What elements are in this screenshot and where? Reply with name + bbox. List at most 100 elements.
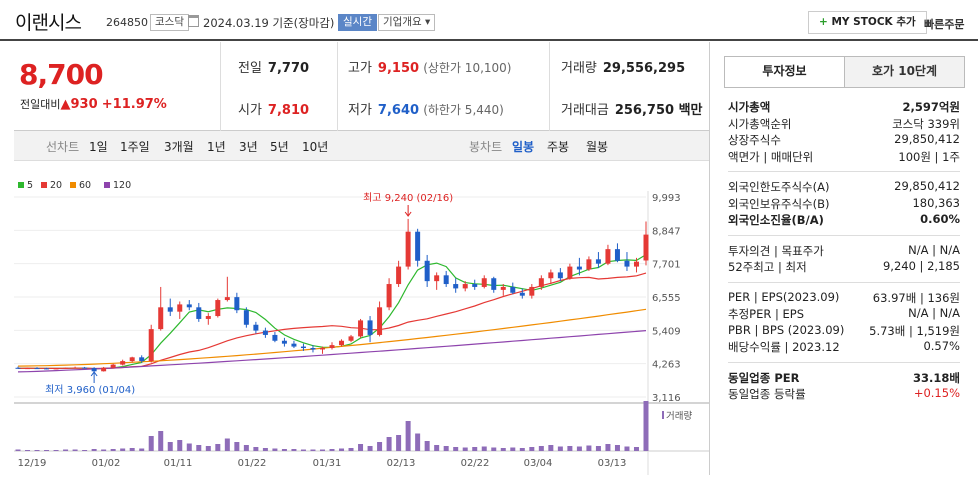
volume-bar: [605, 444, 611, 451]
candle-body: [405, 231, 411, 267]
y-tick-label: 3,116: [652, 393, 681, 404]
info-row: 외국인소진율(B/A) 0.60%: [728, 212, 960, 227]
volume-bar: [196, 445, 202, 451]
tab-daily[interactable]: 일봉: [512, 140, 535, 154]
volume-bar: [44, 450, 50, 451]
legend-label: 120: [113, 180, 131, 191]
x-tick-label: 01/02: [92, 458, 121, 469]
volume-bar: [519, 448, 525, 451]
volume-bar: [500, 448, 506, 451]
tab-10y[interactable]: 10년: [302, 140, 329, 154]
info-row: 시가총액 2,597억원: [728, 100, 960, 114]
trade-amount: 거래대금 256,750 백만: [561, 103, 703, 118]
candle-body: [453, 284, 459, 289]
tab-weekly[interactable]: 주봉: [547, 140, 570, 154]
candle-body: [300, 346, 306, 349]
volume-bar: [243, 445, 249, 451]
volume-bar: [434, 445, 440, 451]
current-price: 8,700: [19, 58, 104, 91]
legend-label: 20: [50, 180, 62, 191]
candle-body: [614, 249, 620, 261]
volume-bar: [405, 421, 411, 451]
tab-1d[interactable]: 1일: [89, 140, 108, 154]
tab-3m[interactable]: 3개월: [164, 140, 194, 154]
company-info-dropdown[interactable]: 기업개요 ▾: [378, 14, 436, 31]
volume-bar: [472, 447, 478, 451]
info-row: 투자의견 | 목표주가 N/A | N/A: [728, 242, 960, 258]
info-tabs: 투자정보 호가 10단계: [724, 56, 965, 88]
volume-bar: [329, 449, 335, 451]
info-row: 외국인한도주식수(A) 29,850,412: [728, 179, 960, 194]
stock-chart[interactable]: 5 20 60 120 9,993 8,847 7,701 6,555 5,409 4,263 3…: [14, 161, 709, 475]
quick-order-link[interactable]: 빠른주문: [924, 18, 965, 31]
candle-body: [538, 278, 544, 287]
mystock-add-button[interactable]: + MY STOCK 추가: [808, 11, 927, 34]
volume-bar: [177, 440, 183, 451]
volume-bar: [529, 447, 535, 451]
realtime-button[interactable]: 실시간: [338, 14, 377, 31]
volume-bar: [53, 450, 59, 451]
y-tick-label: 7,701: [652, 260, 681, 271]
volume-bar: [224, 438, 230, 451]
legend-swatch: [18, 182, 24, 188]
candle-body: [567, 266, 573, 279]
candle-body: [15, 367, 21, 369]
info-row: 시가총액순위 코스닥 339위: [728, 116, 960, 131]
volume-bar: [167, 442, 173, 451]
tab-monthly[interactable]: 월봉: [586, 140, 609, 154]
volume-bar: [63, 449, 69, 451]
calendar-icon: [188, 15, 199, 27]
candle-body: [44, 368, 50, 370]
volume-bar: [110, 449, 116, 451]
volume-bar: [567, 446, 573, 451]
volume-bar: [614, 445, 620, 451]
x-tick-label: 01/22: [238, 458, 267, 469]
legend-label: 5: [27, 180, 33, 191]
volume-bar: [415, 433, 421, 451]
tab-1y[interactable]: 1년: [207, 140, 226, 154]
line-chart-label: 선차트: [46, 140, 80, 154]
low-annotation: 최저 3,960 (01/04): [45, 384, 135, 396]
tab-1w[interactable]: 1주일: [120, 140, 150, 154]
volume-bar: [25, 450, 31, 451]
info-rows: 시가총액 2,597억원 시가총액순위 코스닥 339위 상장주식수 29,850,412…: [728, 98, 960, 402]
info-row: 동일업종 PER 33.18배: [728, 370, 960, 385]
volume-bar: [234, 442, 240, 451]
candle-body: [139, 357, 145, 362]
info-row: PBR | BPS (2023.09) 5.73배 | 1,519원: [728, 322, 960, 338]
volume-bar: [538, 446, 544, 451]
ma5-line: [17, 254, 647, 370]
volume-bar: [148, 436, 154, 451]
info-row: 배당수익률 | 2023.12 0.57%: [728, 339, 960, 354]
candle-body: [605, 249, 611, 264]
tab-5y[interactable]: 5년: [270, 140, 289, 154]
volume-bar: [576, 446, 582, 451]
volume-bar: [548, 445, 554, 451]
legend-swatch: [104, 182, 110, 188]
volume-bar: [643, 401, 649, 451]
candle-body: [339, 340, 345, 346]
tab-investment-info[interactable]: 투자정보: [725, 57, 845, 87]
volume-bar: [367, 446, 373, 451]
candle-body: [415, 231, 421, 261]
tab-3y[interactable]: 3년: [239, 140, 258, 154]
chevron-down-icon: ▾: [424, 16, 431, 28]
volume-label: 거래량: [666, 410, 692, 422]
stock-code: 264850: [106, 16, 148, 29]
candle-body: [110, 364, 116, 368]
candle-body: [120, 361, 126, 365]
volume-bar: [319, 449, 325, 451]
info-row: 동일업종 등락률 +0.15%: [728, 386, 960, 401]
info-row: 52주최고 | 최저 9,240 | 2,185: [728, 259, 960, 274]
y-tick-label: 8,847: [652, 226, 681, 237]
tab-orderbook[interactable]: 호가 10단계: [845, 57, 964, 87]
volume-bar: [82, 450, 88, 451]
y-tick-label: 5,409: [652, 326, 681, 337]
x-tick-label: 03/04: [524, 458, 553, 469]
legend-label: 60: [79, 180, 91, 191]
candle-body: [491, 278, 497, 290]
candle-body: [367, 320, 373, 335]
candle-body: [72, 367, 78, 369]
volume-bar: [300, 449, 306, 451]
volume-bar: [205, 446, 211, 451]
